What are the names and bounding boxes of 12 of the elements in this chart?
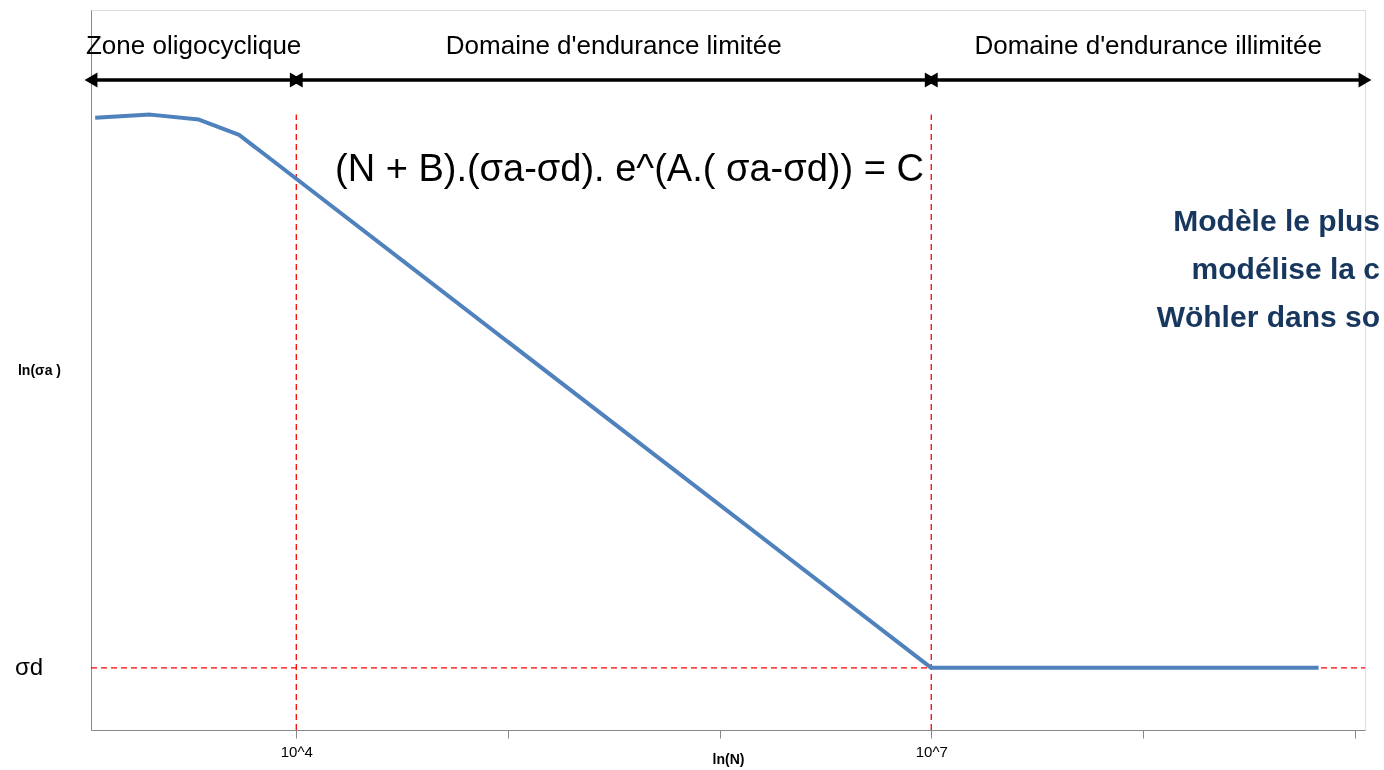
text: Zone oligocyclique [85,30,302,60]
text: Domaine d'endurance illimitée [974,30,1322,60]
x-tick-label: 10^7 [915,742,948,760]
annotation: Modèle le plus [1173,204,1380,237]
x-axis-title: ln(N) [712,750,745,767]
y-axis-title: ln(σa ) [17,361,62,378]
text: Domaine d'endurance limitée [445,30,782,60]
annotation: modélise la c [1191,252,1380,285]
x-tick-label: 10^4 [280,742,313,760]
ref-line-label: σd [14,652,44,680]
annotation: (N + B).(σa-σd). e^(A.( σa-σd)) = C [335,147,924,189]
annotation: Wöhler dans so [1156,300,1380,333]
